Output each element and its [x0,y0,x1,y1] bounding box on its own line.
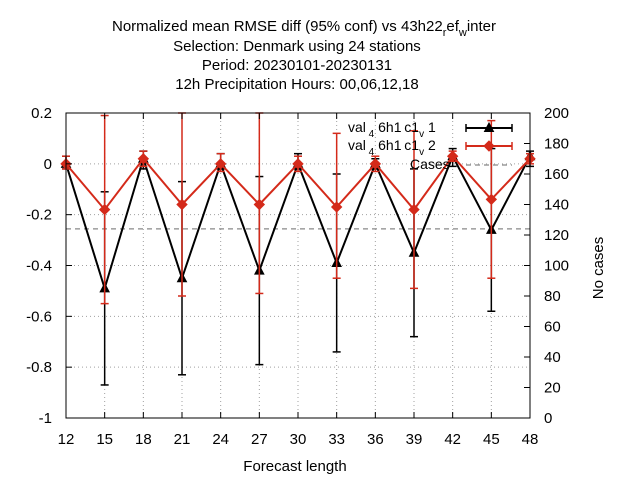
legend-marker-series-1 [483,121,495,132]
data-point [330,201,343,213]
y2-tick-label: 180 [544,136,569,153]
title-line-2: Selection: Denmark using 24 stations [173,38,421,55]
x-tick-label: 36 [367,431,384,448]
x-tick-label: 15 [96,431,113,448]
y-tick-label: 0 [44,156,52,173]
y2-tick-label: 200 [544,105,569,122]
y2-tick-label: 140 [544,197,569,214]
data-point [176,198,188,211]
data-point [446,150,459,162]
legend-label-cases: Cases [410,156,450,172]
y-tick-label: 0.2 [31,105,52,122]
y-tick-label: -1 [39,410,52,427]
data-point [292,158,304,170]
x-tick-label: 39 [406,431,423,448]
y2-tick-label: 20 [544,380,561,397]
x-tick-label: 48 [522,431,539,448]
series-layer [60,112,536,386]
series-2 [60,112,536,305]
legend-label-series-2: val 4 6h1 c1v 2 [348,137,436,158]
axis-ticks: 12 15 18 21 24 27 30 33 36 39 42 45 48 0.2 0 -0.2 -0.4 -0… [26,105,569,448]
data-point [214,158,227,170]
y2-tick-label: 160 [544,166,569,183]
data-point [485,193,498,206]
data-point [137,153,150,165]
legend-marks [465,121,513,166]
y-tick-label: -0.6 [26,308,52,325]
title-line-3: Period: 20230101-20230131 [202,57,392,74]
x-tick-label: 27 [251,431,268,448]
x-tick-label: 33 [328,431,345,448]
y2-tick-label: 60 [544,319,561,336]
data-point [98,203,111,216]
title-line-4: 12h Precipitation Hours: 00,06,12,18 [175,76,419,93]
y2-tick-label: 120 [544,227,569,244]
data-point [253,198,266,211]
y2-tick-label: 100 [544,258,569,275]
data-point [408,203,420,216]
y2-axis-label: No cases [590,237,607,300]
series-line [65,153,531,292]
x-tick-label: 24 [212,431,229,448]
chart-title: Normalized mean RMSE diff (95% conf) vs … [112,18,496,93]
x-tick-label: 30 [290,431,307,448]
x-axis-label: Forecast length [243,458,346,475]
x-tick-label: 42 [444,431,461,448]
title-line-1: Normalized mean RMSE diff (95% conf) vs … [112,18,496,39]
y-tick-label: -0.2 [26,207,52,224]
y2-tick-label: 40 [544,349,561,366]
y2-tick-label: 0 [544,410,552,427]
data-point [369,158,382,170]
x-tick-label: 18 [135,431,152,448]
x-tick-label: 45 [483,431,500,448]
y2-tick-label: 80 [544,288,561,305]
y-tick-label: -0.8 [26,359,52,376]
x-tick-label: 12 [58,431,75,448]
legend-marker-series-2 [483,140,495,152]
y-tick-label: -0.4 [26,258,52,275]
x-tick-label: 21 [174,431,191,448]
